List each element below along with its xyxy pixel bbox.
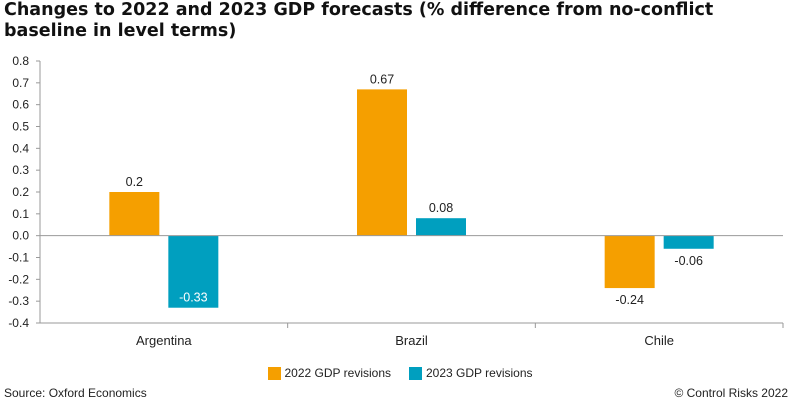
data-label-chile-2023-gdp-revisions: -0.06 [674, 254, 703, 268]
y-tick-label: -0.2 [8, 272, 29, 286]
bars [109, 89, 714, 308]
x-label-argentina: Argentina [136, 333, 192, 348]
source-note: Source: Oxford Economics [4, 386, 147, 400]
legend: 2022 GDP revisions 2023 GDP revisions [0, 366, 800, 380]
data-labels: 0.2 -0.33 0.67 0.08 -0.24 -0.06 [126, 72, 703, 307]
legend-item-2022: 2022 GDP revisions [267, 366, 392, 380]
x-label-brazil: Brazil [395, 333, 428, 348]
copyright-note: © Control Risks 2022 [674, 386, 788, 400]
legend-label-2023: 2023 GDP revisions [426, 366, 533, 380]
legend-swatch-2022 [267, 366, 281, 380]
y-tick-label: 0.6 [12, 98, 29, 112]
y-tick-label: 0.5 [12, 120, 29, 134]
y-tick-label: 0.7 [12, 76, 29, 90]
y-tick-label: 0.3 [12, 163, 29, 177]
y-tick-label: -0.1 [8, 251, 29, 265]
y-tick-label: 0.1 [12, 207, 29, 221]
bar-argentina-2023-gdp-revisions [168, 235, 219, 308]
legend-item-2023: 2023 GDP revisions [409, 366, 533, 380]
y-axis: 0.8 0.7 0.6 0.5 0.4 0.3 0.2 0.1 0.0 -0.1 -0.2 -0.3 -… [8, 54, 41, 330]
chart-title: Changes to 2022 and 2023 GDP forecasts (… [4, 0, 714, 41]
legend-label-2022: 2022 GDP revisions [284, 366, 392, 380]
data-label-argentina-2022-gdp-revisions: 0.2 [126, 175, 143, 189]
x-label-chile: Chile [644, 333, 674, 348]
y-tick-label: 0.8 [12, 54, 29, 68]
y-tick-label: 0.2 [12, 185, 29, 199]
data-label-argentina-2023-gdp-revisions: -0.33 [179, 291, 208, 305]
data-label-brazil-2022-gdp-revisions: 0.67 [370, 72, 394, 86]
bar-chile-2022-gdp-revisions [604, 235, 655, 289]
y-tick-label: -0.4 [8, 316, 29, 330]
data-label-brazil-2023-gdp-revisions: 0.08 [429, 201, 453, 215]
bar-argentina-2022-gdp-revisions [109, 192, 160, 236]
y-tick-label: 0.0 [12, 229, 29, 243]
bar-brazil-2022-gdp-revisions [357, 89, 407, 236]
y-tick-label: -0.3 [8, 294, 29, 308]
legend-swatch-2023 [409, 366, 422, 380]
bar-chile-2023-gdp-revisions [663, 235, 714, 249]
y-tick-label: 0.4 [12, 141, 29, 155]
bar-brazil-2023-gdp-revisions [416, 218, 466, 236]
data-label-chile-2022-gdp-revisions: -0.24 [615, 293, 644, 307]
x-axis: Argentina Brazil Chile [40, 235, 784, 348]
